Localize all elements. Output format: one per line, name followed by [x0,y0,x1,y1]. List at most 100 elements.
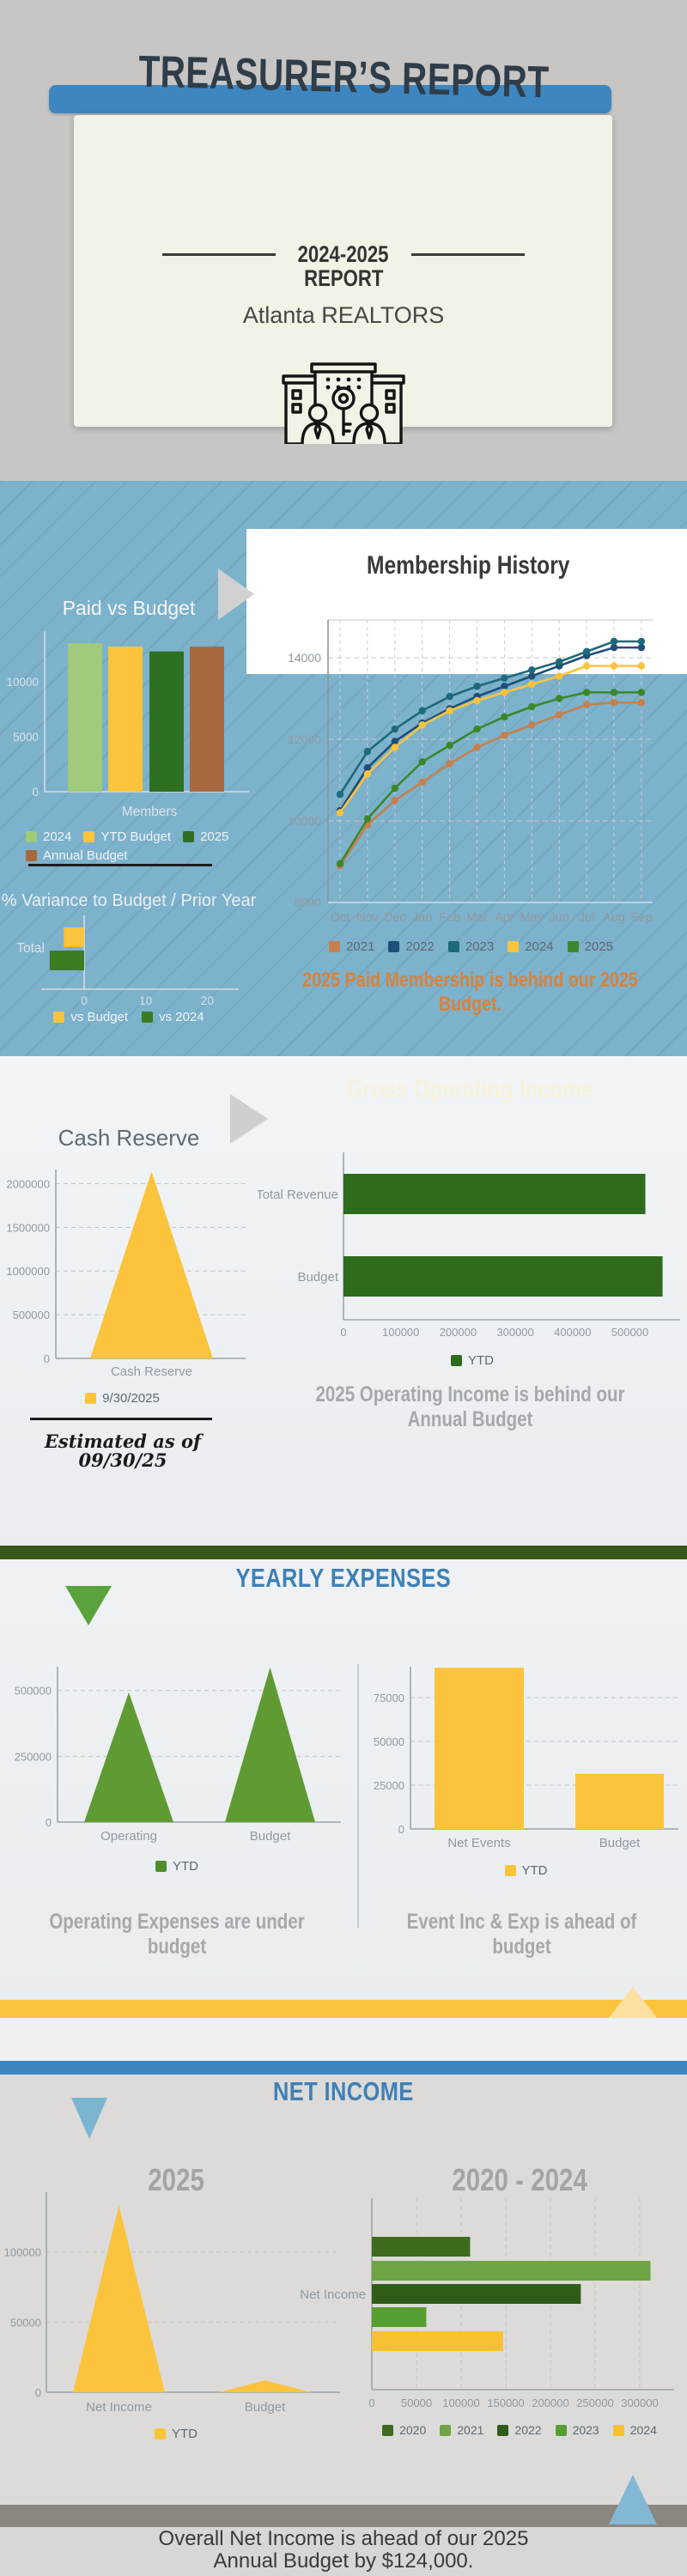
svg-text:Budget: Budget [250,1829,291,1844]
yellow-divider-band [0,2000,687,2018]
net-income-title: NET INCOME [273,2076,414,2106]
legend-item: 2025 [183,829,228,844]
svg-text:Mar: Mar [466,911,488,925]
pale-yellow-up-triangle-icon [609,1987,657,2018]
right-pointer-icon [230,1094,268,1144]
svg-text:Dec: Dec [384,911,406,925]
paid-vs-budget-chart: 0 5000 10000 Members [7,631,249,819]
svg-text:50000: 50000 [10,2316,41,2329]
svg-text:May: May [520,911,544,925]
svg-text:250000: 250000 [576,2397,613,2409]
legend-item: YTD [451,1353,494,1368]
svg-text:Jun: Jun [550,911,569,925]
legend-item: YTD [155,2427,198,2441]
footer-summary: Overall Net Income is ahead of our 2025 … [158,2527,529,2573]
svg-text:300000: 300000 [496,1326,533,1339]
gross-operating-income-title: Gross Operating Income [346,1075,594,1103]
svg-text:300000: 300000 [621,2397,658,2409]
legend-item: YTD [504,1863,548,1878]
legend-item: Annual Budget [26,848,127,863]
legend-underline [28,864,212,866]
svg-text:250000: 250000 [15,1750,52,1763]
svg-text:100000: 100000 [382,1326,419,1339]
operating-expenses-legend: YTD [0,1859,354,1874]
variance-legend: vs Budget vs 2024 [0,1010,258,1024]
legend-item: 2021 [329,939,374,954]
svg-text:50000: 50000 [374,1735,404,1748]
gross-caption: 2025 Operating Income is behind our Annu… [315,1382,625,1431]
svg-text:0: 0 [32,786,39,799]
legend-item: 2022 [388,939,435,954]
svg-text:50000: 50000 [401,2397,432,2409]
svg-text:0: 0 [368,2397,374,2409]
svg-text:Total Revenue: Total Revenue [258,1188,338,1202]
membership-caption: 2025 Paid Membership is behind our 2025 … [302,969,638,1016]
paid-vs-budget-title: Paid vs Budget [62,597,196,619]
right-rule [410,253,525,256]
cash-reserve-chart: 0 500000 1000000 1500000 2000000 Cash Reserve [6,1170,246,1379]
svg-text:400000: 400000 [554,1326,591,1339]
svg-text:8000: 8000 [295,896,321,909]
legend-item: 2024 [612,2423,657,2437]
legend-item: vs 2024 [142,1010,204,1024]
blue-up-triangle-icon [609,2475,657,2524]
title-accent-bar [49,85,611,113]
svg-text:Sep: Sep [630,911,653,925]
svg-text:Budget: Budget [599,1836,641,1850]
net-income-history-chart: 0 50000 100000 150000 200000 250000 300000 Net … [300,2198,674,2409]
note-underline [30,1418,212,1420]
svg-text:Budget: Budget [245,2400,286,2415]
svg-text:10000: 10000 [7,676,39,689]
svg-text:100000: 100000 [442,2397,479,2409]
membership-history-chart: 8000 10000 12000 14000 Oct Nov Dec Jan Feb Mar Apr… [288,619,653,925]
operating-expenses-caption: Operating Expenses are under budget [49,1910,305,1959]
legend-item: 2020 [382,2423,426,2437]
legend-item: 2025 [567,939,613,954]
net-income-history-legend: 2020 2021 2022 2023 2024 [352,2423,687,2437]
legend-item: vs Budget [53,1010,128,1024]
legend-item: YTD Budget [83,829,171,844]
blue-down-triangle-icon [71,2098,107,2139]
svg-text:Budget: Budget [297,1270,338,1285]
svg-text:0: 0 [398,1823,404,1836]
cash-reserve-legend: 9/30/2025 [30,1391,215,1406]
legend-item: 9/30/2025 [85,1391,160,1406]
svg-text:Net Events: Net Events [447,1836,510,1850]
svg-text:20: 20 [201,994,214,1007]
svg-text:Jul: Jul [579,911,595,925]
gross-operating-income-legend: YTD [258,1353,687,1368]
svg-text:1500000: 1500000 [6,1221,50,1234]
svg-text:0: 0 [340,1326,346,1339]
legend-item: YTD [155,1859,198,1874]
legend-item: 2022 [497,2423,542,2437]
net-income-2025-chart: 0 50000 100000 Net Income Budget [4,2192,340,2415]
svg-text:0: 0 [81,994,88,1007]
column-divider [357,1664,359,1928]
svg-text:Feb: Feb [439,911,460,925]
yearly-expenses-title: YEARLY EXPENSES [235,1563,452,1593]
svg-text:100000: 100000 [4,2246,41,2259]
svg-text:Oct: Oct [331,911,350,925]
svg-text:200000: 200000 [532,2397,568,2409]
svg-text:Jan: Jan [412,911,432,925]
footer-background [0,2527,687,2576]
operating-expenses-chart: 0 250000 500000 Operating Budget [15,1667,341,1844]
svg-text:Members: Members [122,805,178,819]
svg-text:10000: 10000 [288,814,321,828]
legend-item: 2024 [508,939,554,954]
net-income-history-title: 2020 - 2024 [452,2162,587,2197]
svg-text:Total: Total [16,941,45,956]
membership-history-title: Membership History [366,551,570,580]
svg-text:0: 0 [44,1352,50,1365]
paid-vs-budget-legend: 2024 YTD Budget 2025 Annual Budget [26,829,232,863]
net-events-legend: YTD [365,1863,687,1878]
organization-name: Atlanta REALTORS [242,302,445,328]
svg-text:25000: 25000 [374,1779,404,1792]
buildings-people-key-icon [282,362,405,444]
svg-text:5000: 5000 [13,731,39,744]
variance-chart: 0 10 20 Total [16,915,239,1007]
svg-text:500000: 500000 [13,1309,50,1321]
svg-text:Aug: Aug [603,911,625,925]
svg-text:500000: 500000 [15,1685,52,1698]
left-rule [162,253,277,256]
